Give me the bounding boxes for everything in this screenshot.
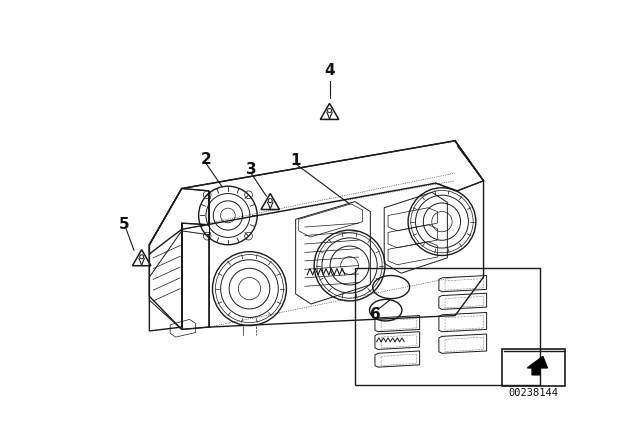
Polygon shape — [527, 356, 547, 375]
Text: 6: 6 — [371, 306, 381, 322]
Text: 2: 2 — [201, 152, 212, 167]
Text: 3: 3 — [246, 162, 256, 177]
Text: 00238144: 00238144 — [509, 388, 559, 397]
Text: 5: 5 — [118, 217, 129, 232]
Text: 1: 1 — [291, 152, 301, 168]
Bar — [502, 349, 565, 386]
Text: 4: 4 — [324, 63, 335, 78]
Bar — [355, 268, 540, 385]
